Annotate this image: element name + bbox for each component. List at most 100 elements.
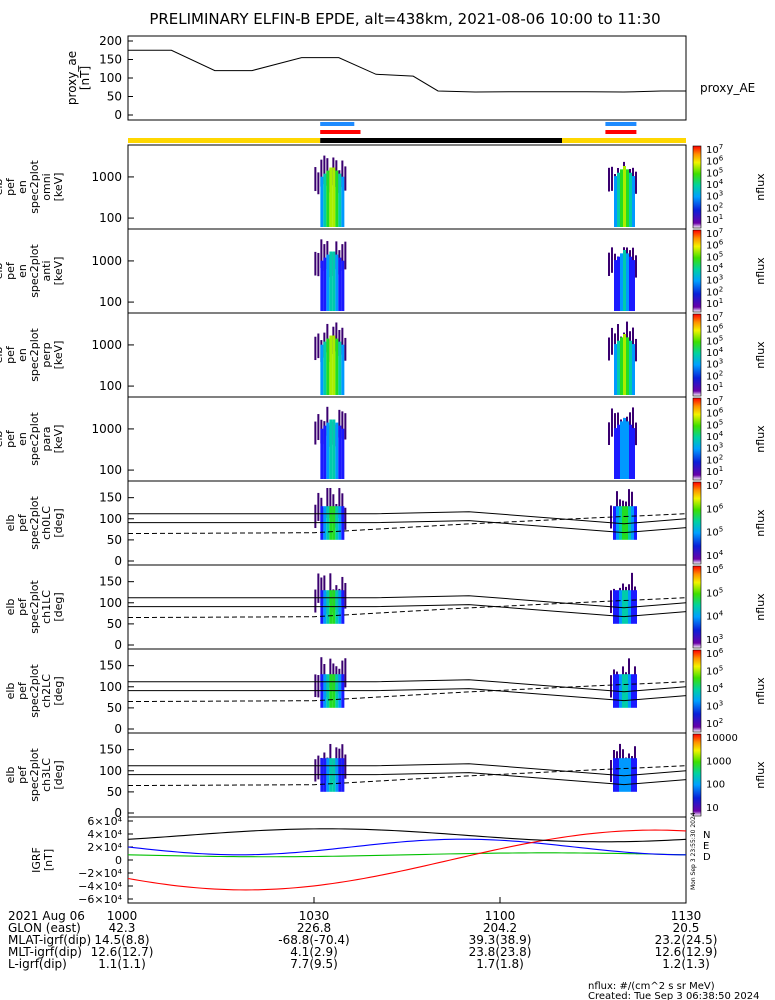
spectrogram-cell — [323, 341, 327, 395]
spectrogram-cell — [610, 759, 612, 782]
proxy-ae-ytick: 150 — [99, 53, 122, 67]
spectrogram-cell — [320, 176, 324, 227]
spectrogram-cell — [625, 758, 628, 792]
proxy-ae-legend: proxy_AE — [700, 81, 755, 95]
spectrogram-cell — [625, 674, 628, 708]
spectrogram-cell — [629, 256, 632, 311]
spectrogram-cell — [332, 167, 336, 227]
spectrogram-cell — [608, 167, 610, 192]
spectrogram-frame — [127, 228, 687, 314]
spectrogram-cell — [314, 251, 317, 276]
colorbar-tick: 106 — [706, 239, 724, 252]
colorbar-tick: 102 — [706, 201, 723, 214]
spectrogram-cell — [611, 408, 613, 437]
spectrogram-cell — [332, 335, 336, 395]
spectrogram-cell — [629, 172, 632, 227]
spectrogram-cell — [314, 759, 317, 782]
proxy-ae-ytick: 200 — [99, 34, 122, 48]
spectrogram-cell — [323, 244, 326, 271]
energy-ytick: 100 — [99, 379, 122, 393]
igrf-ytick: 4×10⁴ — [87, 828, 122, 841]
igrf-line-E — [127, 852, 687, 858]
spectrogram-cell — [326, 254, 330, 311]
colorbar-tick: 104 — [706, 346, 724, 359]
colorbar — [692, 733, 702, 817]
pitch-ytick: 50 — [107, 533, 122, 547]
spectrogram-cell — [632, 428, 635, 479]
spectrogram-cell — [335, 322, 338, 352]
science-bar-red — [605, 130, 637, 134]
colorbar-tick: 103 — [706, 190, 723, 203]
spectrogram-cell — [317, 675, 320, 698]
colorbar-tick: 100 — [706, 780, 725, 791]
colorbar-tick: 106 — [706, 323, 724, 336]
spectrogram-cell — [623, 334, 626, 395]
colorbar-tick: 107 — [706, 227, 723, 240]
spectrogram-cell — [623, 250, 626, 311]
colorbar-tick: 104 — [706, 549, 724, 562]
spectrogram-cell — [614, 260, 617, 311]
igrf-frame — [127, 816, 687, 904]
region-bar-yellow — [562, 138, 686, 143]
colorbar-tick: 105 — [706, 250, 723, 263]
spectrogram-cell — [625, 506, 628, 540]
colorbar-tick: 106 — [706, 563, 724, 576]
energy-ytick: 1000 — [91, 170, 122, 184]
spectrogram-cell — [317, 414, 320, 441]
proxy-ae-ytick: 50 — [107, 90, 122, 104]
spectrogram-cell — [631, 572, 633, 603]
xaxis-row-value: 42.3 — [109, 921, 136, 935]
xaxis-row-value: 1.1(1.1) — [98, 957, 146, 971]
spectrogram-cell — [626, 169, 629, 227]
igrf-ylabel: IGRF[nT] — [30, 847, 55, 873]
colorbar-label: nflux — [754, 761, 767, 789]
spectrogram-cell — [344, 754, 347, 779]
spectrogram-cell — [335, 170, 339, 227]
spectrogram-cell — [617, 256, 620, 311]
spectrogram-cell — [610, 675, 612, 698]
colorbar-tick: 104 — [706, 178, 724, 191]
spectrogram-cell — [632, 344, 635, 395]
colorbar — [692, 229, 702, 313]
pitch-ytick: 100 — [99, 596, 122, 610]
energy-ytick: 1000 — [91, 422, 122, 436]
pitch-ytick: 50 — [107, 701, 122, 715]
colorbar-tick: 104 — [706, 682, 724, 695]
proxy-ae-ytick: 0 — [114, 108, 122, 122]
spectrogram-cell — [317, 252, 320, 277]
spectrogram-cell — [341, 327, 344, 355]
footer-created: Created: Tue Sep 3 06:38:50 2024 — [588, 991, 760, 1000]
science-bar-red — [320, 130, 361, 134]
spectrogram-cell — [608, 422, 610, 445]
loss-cone-line — [128, 595, 687, 609]
xaxis-row-value: 1130 — [671, 909, 702, 923]
footer-units: nflux: #/(cm^2 s sr MeV) — [588, 981, 715, 992]
spectrogram-cell — [320, 657, 323, 687]
igrf-line-F — [127, 828, 687, 843]
colorbar-tick: 105 — [706, 665, 723, 678]
panel-para: 1000100elbpefenspec2plotpara[keV]1071061… — [0, 395, 767, 482]
spectrogram-cell — [323, 257, 327, 311]
spectrogram-cell — [632, 260, 635, 311]
spectrogram-cell — [329, 743, 332, 773]
colorbar-tick: 107 — [706, 311, 723, 324]
spectrogram-cell — [338, 257, 342, 311]
spectrogram-cell — [326, 487, 329, 518]
spectrogram-cell — [622, 758, 625, 792]
xaxis-row-value: 39.3(38.9) — [469, 933, 532, 947]
spectrogram-cell — [341, 260, 345, 311]
spectrogram-cell — [635, 255, 637, 278]
xaxis-row-value: 1100 — [485, 909, 516, 923]
spectrogram-cell — [314, 336, 317, 361]
colorbar-label: nflux — [754, 257, 767, 285]
pitch-ytick: 150 — [99, 659, 122, 673]
spectrogram-cell — [326, 323, 329, 353]
energy-ytick: 100 — [99, 211, 122, 225]
spectrogram-cell — [314, 421, 317, 445]
spectrogram-cell — [338, 488, 341, 519]
proxy-ae-ylabel: proxy_ae[nT] — [65, 51, 92, 105]
panel-anti: 1000100elbpefenspec2plotanti[keV]1071061… — [0, 227, 767, 314]
pitch-ytick: 150 — [99, 575, 122, 589]
spectrogram-cell — [329, 251, 333, 311]
